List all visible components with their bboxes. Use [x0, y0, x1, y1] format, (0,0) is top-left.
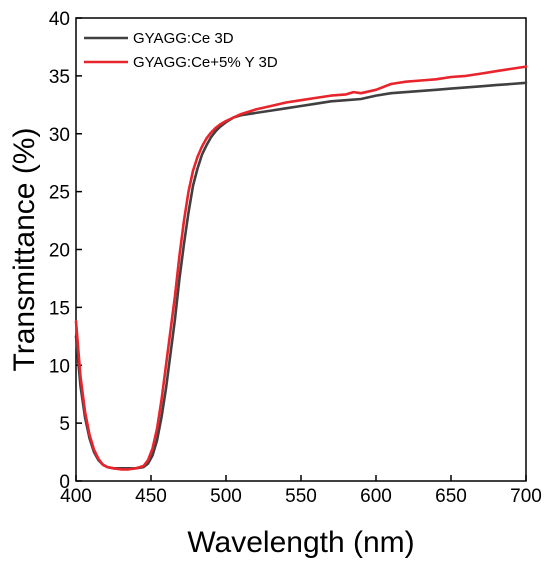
x-tick-label: 700 — [510, 486, 542, 507]
x-tick-label: 550 — [285, 486, 317, 507]
x-tick-label: 600 — [360, 486, 392, 507]
legend-label: GYAGG:Ce+5% Y 3D — [133, 54, 278, 71]
y-tick-label: 30 — [49, 125, 70, 146]
y-tick-label: 35 — [49, 67, 70, 88]
axis-ticks: 400 450 500 550 600 650 700 0 5 10 15 20 25 30 35 40 — [49, 9, 542, 507]
x-tick-label: 400 — [60, 486, 92, 507]
y-tick-label: 15 — [49, 298, 70, 319]
y-tick-label: 25 — [49, 183, 70, 204]
y-axis-title: Transmittance (%) — [8, 128, 41, 372]
legend-label: GYAGG:Ce 3D — [133, 30, 234, 47]
legend: GYAGG:Ce 3D GYAGG:Ce+5% Y 3D — [84, 30, 278, 71]
x-tick-label: 650 — [435, 486, 467, 507]
y-tick-label: 10 — [49, 356, 70, 377]
series-lines — [74, 65, 528, 471]
y-tick-label: 0 — [59, 472, 70, 493]
y-tick-label: 20 — [49, 241, 70, 262]
x-tick-label: 450 — [135, 486, 167, 507]
series-line-1 — [74, 81, 528, 470]
y-tick-label: 5 — [59, 414, 70, 435]
series-line-2 — [74, 65, 528, 471]
x-tick-label: 500 — [210, 486, 242, 507]
y-tick-label: 40 — [49, 9, 70, 30]
x-axis-title: Wavelength (nm) — [187, 526, 414, 559]
